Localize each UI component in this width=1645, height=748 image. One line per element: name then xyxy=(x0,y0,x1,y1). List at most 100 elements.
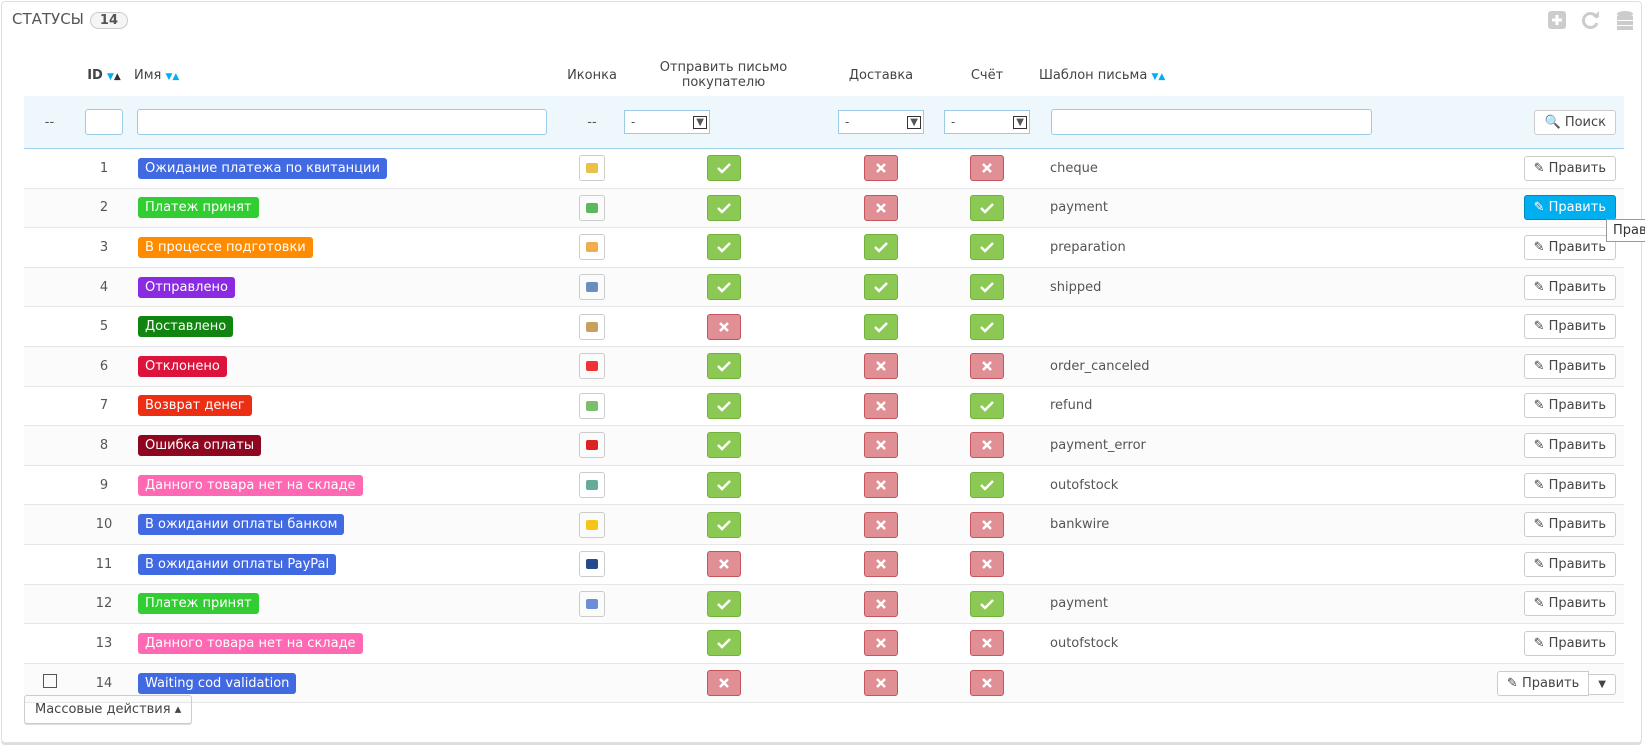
edit-button[interactable]: ✎ Править xyxy=(1523,432,1616,458)
delivery-flag[interactable] xyxy=(864,194,898,221)
cell xyxy=(621,465,826,506)
bulk-actions-button[interactable]: Массовые действия ▴ xyxy=(24,695,193,724)
cell xyxy=(826,346,936,387)
edit-button[interactable]: ✎ Править xyxy=(1523,274,1616,300)
refresh-icon[interactable] xyxy=(1581,10,1601,30)
invoice-flag[interactable] xyxy=(970,551,1004,578)
add-icon[interactable] xyxy=(1547,10,1567,30)
cell xyxy=(563,148,621,189)
template xyxy=(1038,663,1377,704)
cell xyxy=(621,425,826,466)
delivery-flag[interactable] xyxy=(864,313,898,340)
col-template[interactable]: Шаблон письма ▼▲ xyxy=(1039,67,1166,83)
invoice-flag[interactable] xyxy=(970,511,1004,538)
send-email-flag[interactable] xyxy=(706,353,741,380)
edit-button[interactable]: ✎ Править xyxy=(1523,512,1616,538)
edit-button[interactable]: ✎ Править xyxy=(1523,472,1616,498)
cell xyxy=(936,386,1038,427)
invoice-flag[interactable] xyxy=(970,392,1004,419)
send-email-flag[interactable] xyxy=(706,472,741,499)
status-name: Данного товара нет на складе xyxy=(138,474,363,496)
invoice-flag[interactable] xyxy=(970,313,1004,340)
delivery-flag[interactable] xyxy=(864,432,898,459)
send-email-flag[interactable] xyxy=(706,511,741,538)
send-email-flag[interactable] xyxy=(706,670,741,697)
edit-button[interactable]: ✎ Править xyxy=(1523,630,1616,656)
send-email-flag[interactable] xyxy=(706,392,741,419)
col-name[interactable]: Имя ▼▲ xyxy=(134,67,180,83)
invoice-flag[interactable] xyxy=(970,353,1004,380)
edit-button[interactable]: ✎ Править xyxy=(1523,155,1616,181)
invoice-flag[interactable] xyxy=(970,670,1004,697)
send-email-flag[interactable] xyxy=(706,590,741,617)
send-email-flag[interactable] xyxy=(706,234,741,261)
status-row: 12 Платеж принят payment ✎ Править xyxy=(24,584,1624,625)
edit-button[interactable]: ✎ Править xyxy=(1523,314,1616,340)
cell xyxy=(621,663,826,704)
dropdown-toggle[interactable]: ▼ xyxy=(1589,673,1616,695)
row-id: 5 xyxy=(75,306,133,347)
delivery-flag[interactable] xyxy=(864,353,898,380)
invoice-flag[interactable] xyxy=(970,472,1004,499)
edit-button[interactable]: ✎ Править xyxy=(1523,353,1616,379)
send-email-flag[interactable] xyxy=(706,274,741,301)
invoice-flag[interactable] xyxy=(970,155,1004,182)
invoice-flag[interactable] xyxy=(970,432,1004,459)
button-label: Править xyxy=(1548,279,1606,295)
cell: Ожидание платежа по квитанции xyxy=(133,148,563,189)
cell xyxy=(826,386,936,427)
invoice-flag[interactable] xyxy=(970,234,1004,261)
button-label: Править xyxy=(1521,675,1580,691)
cell xyxy=(621,584,826,625)
delivery-flag[interactable] xyxy=(864,155,898,182)
edit-button[interactable]: ✎ Править xyxy=(1523,234,1616,260)
filter-name[interactable] xyxy=(137,109,547,135)
sql-icon[interactable] xyxy=(1615,10,1635,32)
edit-button[interactable]: ✎ Править xyxy=(1523,551,1616,577)
delivery-flag[interactable] xyxy=(864,234,898,261)
edit-button[interactable]: ✎ Править xyxy=(1496,670,1590,696)
invoice-flag[interactable] xyxy=(970,194,1004,221)
delivery-flag[interactable] xyxy=(864,670,898,697)
search-button[interactable]: 🔍 Поиск xyxy=(1534,109,1616,135)
edit-button[interactable]: ✎ Править xyxy=(1523,195,1616,221)
cell xyxy=(563,544,621,585)
delivery-flag[interactable] xyxy=(864,630,898,657)
status-name: Ожидание платежа по квитанции xyxy=(138,157,387,179)
delivery-flag[interactable] xyxy=(864,274,898,301)
send-email-flag[interactable] xyxy=(706,194,741,221)
edit-button[interactable]: ✎ Править xyxy=(1523,591,1616,617)
send-email-flag[interactable] xyxy=(706,313,741,340)
filter-invoice[interactable]: - ▼ xyxy=(944,110,1030,134)
tooltip: Прав xyxy=(1606,219,1645,242)
send-email-flag[interactable] xyxy=(706,630,741,657)
delivery-flag[interactable] xyxy=(864,511,898,538)
cell xyxy=(24,346,75,387)
invoice-flag[interactable] xyxy=(970,274,1004,301)
cell xyxy=(621,267,826,308)
col-id[interactable]: ID ▼▲ xyxy=(87,67,121,83)
button-label: Править xyxy=(1548,556,1606,572)
edit-button[interactable]: ✎ Править xyxy=(1523,393,1616,419)
cell: В процессе подготовки xyxy=(133,227,563,268)
delivery-flag[interactable] xyxy=(864,590,898,617)
status-icon xyxy=(579,472,605,499)
row-id: 1 xyxy=(75,148,133,189)
delivery-flag[interactable] xyxy=(864,551,898,578)
cell xyxy=(563,465,621,506)
filter-send-email[interactable]: - ▼ xyxy=(624,110,710,134)
send-email-flag[interactable] xyxy=(706,432,741,459)
filter-template[interactable] xyxy=(1051,109,1372,135)
send-email-flag[interactable] xyxy=(706,155,741,182)
filter-id[interactable] xyxy=(85,109,123,135)
send-email-flag[interactable] xyxy=(706,551,741,578)
invoice-flag[interactable] xyxy=(970,590,1004,617)
row-id: 10 xyxy=(75,504,133,545)
invoice-flag[interactable] xyxy=(970,630,1004,657)
cell: ✎ Править xyxy=(1377,544,1624,585)
delivery-flag[interactable] xyxy=(864,392,898,419)
filter-delivery[interactable]: - ▼ xyxy=(838,110,924,134)
delivery-flag[interactable] xyxy=(864,472,898,499)
row-checkbox[interactable] xyxy=(42,674,57,689)
